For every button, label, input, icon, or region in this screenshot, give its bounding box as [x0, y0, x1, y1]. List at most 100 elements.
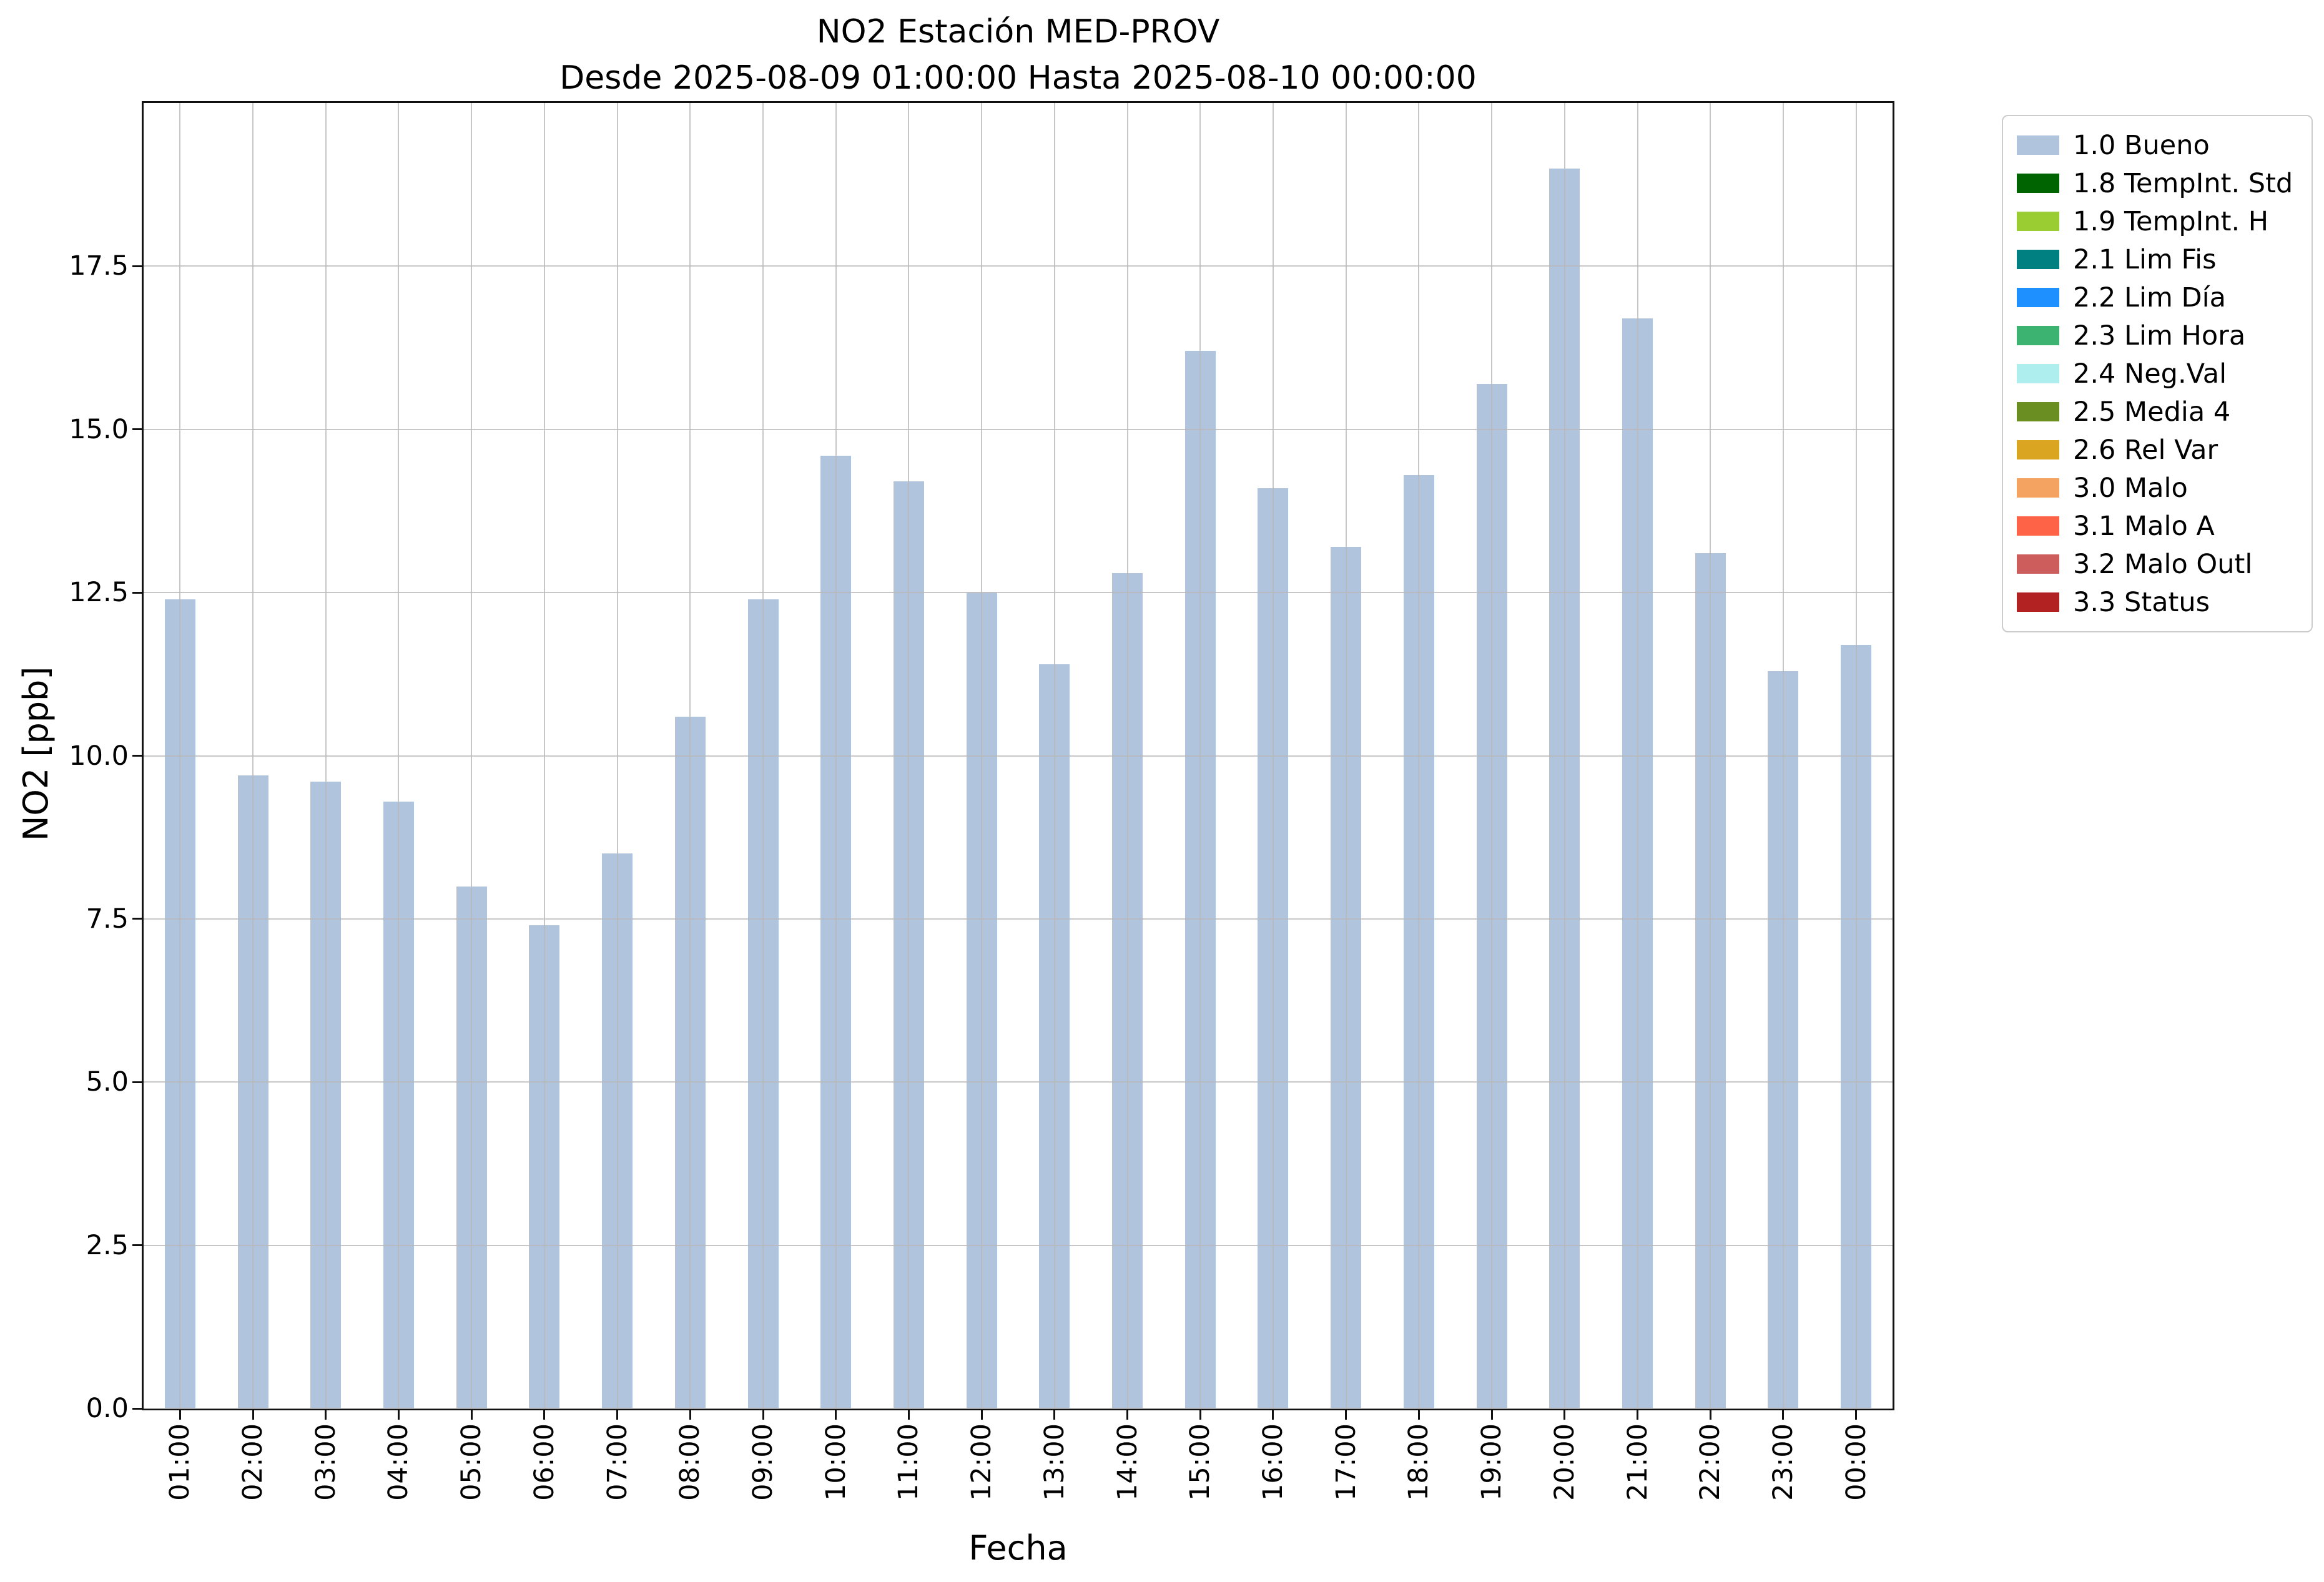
- y-tick-mark: [132, 755, 142, 757]
- legend-item: 2.6 Rel Var: [2017, 431, 2293, 469]
- x-tick-label: 06:00: [529, 1423, 560, 1501]
- x-tick-label: 20:00: [1549, 1423, 1580, 1501]
- legend-item: 2.3 Lim Hora: [2017, 317, 2293, 355]
- legend-item: 3.3 Status: [2017, 583, 2293, 621]
- x-tick-mark: [689, 1410, 691, 1420]
- x-tick-mark: [981, 1410, 983, 1420]
- legend-swatch: [2017, 516, 2059, 536]
- y-tick-label: 2.5: [86, 1230, 129, 1261]
- x-tick-mark: [616, 1410, 618, 1420]
- horizontal-gridline: [144, 265, 1893, 267]
- x-tick-mark: [1855, 1410, 1857, 1420]
- x-tick-label: 13:00: [1039, 1423, 1070, 1501]
- x-tick-label: 19:00: [1476, 1423, 1507, 1501]
- x-tick-label: 01:00: [164, 1423, 195, 1501]
- horizontal-gridline: [144, 1408, 1893, 1409]
- x-tick-label: 09:00: [747, 1423, 779, 1501]
- legend-item: 3.1 Malo A: [2017, 507, 2293, 545]
- y-tick-label: 0.0: [86, 1393, 129, 1424]
- y-tick-label: 5.0: [86, 1066, 129, 1098]
- x-tick-label: 11:00: [893, 1423, 924, 1501]
- legend-label: 3.1 Malo A: [2073, 510, 2215, 542]
- x-tick-mark: [325, 1410, 327, 1420]
- legend-swatch: [2017, 288, 2059, 307]
- chart-title: NO2 Estación MED-PROV: [816, 13, 1220, 51]
- x-tick-mark: [1053, 1410, 1055, 1420]
- x-tick-mark: [908, 1410, 910, 1420]
- y-tick-mark: [132, 265, 142, 267]
- x-tick-mark: [1418, 1410, 1420, 1420]
- x-tick-mark: [835, 1410, 837, 1420]
- horizontal-gridline: [144, 1245, 1893, 1246]
- legend-swatch: [2017, 592, 2059, 612]
- y-tick-mark: [132, 1244, 142, 1246]
- legend-item: 1.8 TempInt. Std: [2017, 164, 2293, 202]
- legend-item: 2.4 Neg.Val: [2017, 355, 2293, 393]
- legend-swatch: [2017, 174, 2059, 193]
- x-tick-label: 05:00: [456, 1423, 487, 1501]
- x-tick-label: 07:00: [602, 1423, 633, 1501]
- x-tick-label: 02:00: [237, 1423, 268, 1501]
- x-tick-mark: [1345, 1410, 1347, 1420]
- x-tick-mark: [1637, 1410, 1638, 1420]
- legend-swatch: [2017, 364, 2059, 383]
- x-tick-mark: [1710, 1410, 1711, 1420]
- x-tick-mark: [543, 1410, 545, 1420]
- x-tick-mark: [1563, 1410, 1565, 1420]
- plot-area: 01:00 02:00 03:00 04:00 05:00 06:00 07:00 08:00…: [69, 101, 1894, 1501]
- x-tick-label: 14:00: [1112, 1423, 1143, 1501]
- x-tick-label: 10:00: [820, 1423, 852, 1501]
- legend-item: 1.0 Bueno: [2017, 126, 2293, 164]
- y-tick-label: 12.5: [69, 577, 129, 608]
- legend-item: 1.9 TempInt. H: [2017, 202, 2293, 240]
- legend-item: 3.2 Malo Outl: [2017, 545, 2293, 583]
- legend-label: 2.3 Lim Hora: [2073, 320, 2246, 351]
- x-tick-mark: [179, 1410, 181, 1420]
- legend-swatch: [2017, 326, 2059, 345]
- x-tick-label: 00:00: [1841, 1423, 1872, 1501]
- horizontal-gridline: [144, 429, 1893, 430]
- legend-label: 3.0 Malo: [2073, 472, 2188, 504]
- legend-swatch: [2017, 250, 2059, 269]
- x-tick-mark: [1272, 1410, 1274, 1420]
- legend-label: 2.1 Lim Fis: [2073, 243, 2217, 275]
- legend-label: 2.6 Rel Var: [2073, 434, 2218, 466]
- y-tick-label: 15.0: [69, 414, 129, 445]
- y-tick-mark: [132, 1408, 142, 1410]
- y-tick-mark: [132, 918, 142, 920]
- x-tick-label: 04:00: [383, 1423, 414, 1501]
- horizontal-gridline: [144, 918, 1893, 920]
- legend-label: 3.3 Status: [2073, 586, 2210, 618]
- horizontal-gridline: [144, 592, 1893, 593]
- legend-label: 2.4 Neg.Val: [2073, 358, 2227, 390]
- x-tick-mark: [398, 1410, 400, 1420]
- y-tick-label: 7.5: [86, 903, 129, 935]
- x-tick-label: 21:00: [1622, 1423, 1653, 1501]
- y-tick-mark: [132, 592, 142, 594]
- x-tick-label: 23:00: [1768, 1423, 1799, 1501]
- legend-swatch: [2017, 440, 2059, 459]
- x-tick-label: 22:00: [1695, 1423, 1726, 1501]
- x-tick-label: 12:00: [966, 1423, 997, 1501]
- legend-label: 2.5 Media 4: [2073, 396, 2231, 428]
- x-tick-label: 08:00: [674, 1423, 706, 1501]
- x-tick-mark: [1491, 1410, 1493, 1420]
- x-tick-mark: [471, 1410, 473, 1420]
- x-tick-label: 16:00: [1258, 1423, 1289, 1501]
- legend-label: 1.8 TempInt. Std: [2073, 167, 2293, 199]
- x-tick-mark: [762, 1410, 764, 1420]
- chart-subtitle: Desde 2025-08-09 01:00:00 Hasta 2025-08-…: [559, 59, 1477, 97]
- legend-label: 3.2 Malo Outl: [2073, 548, 2253, 580]
- legend-swatch: [2017, 135, 2059, 155]
- legend-item: 3.0 Malo: [2017, 469, 2293, 507]
- legend-label: 1.0 Bueno: [2073, 129, 2210, 161]
- legend-item: 2.5 Media 4: [2017, 393, 2293, 431]
- legend-item: 2.2 Lim Día: [2017, 278, 2293, 317]
- x-tick-label: 18:00: [1403, 1423, 1434, 1501]
- y-tick-mark: [132, 1081, 142, 1083]
- legend-label: 1.9 TempInt. H: [2073, 205, 2269, 237]
- y-axis-label: NO2 [ppb]: [16, 666, 56, 842]
- x-axis-label: Fecha: [968, 1528, 1068, 1568]
- x-tick-mark: [252, 1410, 254, 1420]
